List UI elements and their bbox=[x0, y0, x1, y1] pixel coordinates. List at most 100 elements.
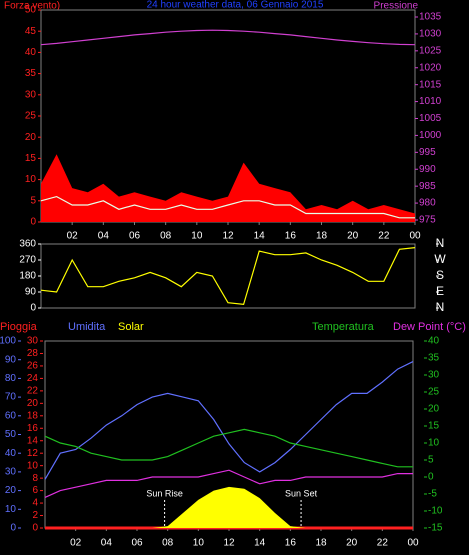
y2-tick-label: -15 bbox=[428, 523, 443, 534]
x-tick-label: 18 bbox=[316, 231, 328, 242]
y2-tick-label: 25 bbox=[428, 387, 440, 398]
y2-tick-label: N bbox=[436, 300, 445, 314]
y3-tick-label: 24 bbox=[27, 373, 39, 384]
x-tick-label: 22 bbox=[378, 231, 390, 242]
x-tick-label: 20 bbox=[346, 538, 358, 549]
y2-tick-label: W bbox=[434, 252, 446, 266]
y-tick-label: 90 bbox=[5, 354, 17, 365]
y-tick-label: 10 bbox=[25, 174, 37, 185]
y-tick-label: 10 bbox=[5, 504, 17, 515]
y2-tick-label: E bbox=[436, 284, 444, 298]
y-tick-label: 80 bbox=[5, 373, 17, 384]
x-tick-label: 06 bbox=[131, 538, 143, 549]
y2-tick-label: -10 bbox=[428, 506, 443, 517]
y-tick-label: 0 bbox=[30, 217, 36, 228]
y3-tick-label: 16 bbox=[27, 423, 39, 434]
y2-tick-label: N bbox=[436, 236, 445, 250]
y-tick-label: 60 bbox=[5, 410, 17, 421]
annotation: Sun Set bbox=[285, 488, 318, 498]
y2-tick-label: 30 bbox=[428, 370, 440, 381]
x-tick-label: 02 bbox=[67, 231, 79, 242]
y3-tick-label: 30 bbox=[27, 336, 39, 347]
y2-tick-label: -5 bbox=[428, 489, 437, 500]
y-tick-label: 30 bbox=[25, 89, 37, 100]
y2-tick-label: 40 bbox=[428, 336, 440, 347]
x-tick-label: 12 bbox=[223, 538, 235, 549]
y2-tick-label: 20 bbox=[428, 404, 440, 415]
x-tick-label: 04 bbox=[98, 231, 110, 242]
y-tick-label: 20 bbox=[25, 132, 37, 143]
series-line bbox=[40, 195, 415, 219]
y2-tick-label: 35 bbox=[428, 353, 440, 364]
chart-title: 24 hour weather data, 06 Gennaio 2015 bbox=[147, 0, 324, 11]
x-tick-label: 18 bbox=[315, 538, 327, 549]
y-tick-label: 100 bbox=[0, 336, 16, 347]
legend-entry: Solar bbox=[118, 321, 144, 333]
y2-tick-label: 10 bbox=[428, 438, 440, 449]
y3-tick-label: 22 bbox=[27, 386, 39, 397]
y3-tick-label: 28 bbox=[27, 348, 39, 359]
y2-tick-label: 980 bbox=[419, 198, 436, 209]
y-tick-label: 0 bbox=[10, 523, 16, 534]
y-tick-label: 70 bbox=[5, 392, 17, 403]
y3-tick-label: 6 bbox=[32, 485, 38, 496]
x-tick-label: 08 bbox=[160, 231, 172, 242]
legend-entry: Umidita bbox=[68, 321, 106, 333]
y-tick-label: 40 bbox=[5, 448, 17, 459]
y-tick-label: 50 bbox=[5, 429, 17, 440]
x-tick-label: 14 bbox=[254, 231, 266, 242]
legend-entry: Dew Point (°C) bbox=[393, 321, 466, 333]
y3-tick-label: 18 bbox=[27, 410, 39, 421]
y3-tick-label: 0 bbox=[32, 523, 38, 534]
y3-tick-label: 20 bbox=[27, 398, 39, 409]
x-tick-label: 04 bbox=[101, 538, 113, 549]
x-tick-label: 06 bbox=[129, 231, 141, 242]
y2-tick-label: 1035 bbox=[419, 12, 442, 23]
y-tick-label: 15 bbox=[25, 153, 37, 164]
y2-tick-label: 990 bbox=[419, 164, 436, 175]
series-line bbox=[40, 247, 416, 306]
x-tick-label: 12 bbox=[222, 231, 234, 242]
y-tick-label: 40 bbox=[25, 47, 37, 58]
y2-tick-label: 1030 bbox=[419, 29, 442, 40]
y2-tick-label: 1015 bbox=[419, 79, 442, 90]
y-tick-label: 30 bbox=[5, 467, 17, 478]
y-tick-label: 270 bbox=[19, 255, 36, 266]
y2-tick-label: 0 bbox=[428, 472, 434, 483]
y2-tick-label: 1020 bbox=[419, 62, 442, 73]
x-tick-label: 02 bbox=[70, 538, 82, 549]
y-tick-label: 180 bbox=[19, 271, 36, 282]
x-tick-label: 10 bbox=[191, 231, 203, 242]
y3-tick-label: 10 bbox=[27, 460, 39, 471]
y3-tick-label: 8 bbox=[32, 473, 38, 484]
series-line bbox=[44, 469, 413, 498]
y-tick-label: 25 bbox=[25, 111, 37, 122]
y-tick-label: 5 bbox=[30, 195, 36, 206]
y-tick-label: 50 bbox=[25, 5, 37, 16]
x-tick-label: 08 bbox=[162, 538, 174, 549]
x-tick-label: 00 bbox=[409, 231, 421, 242]
annotation: Sun Rise bbox=[146, 488, 183, 498]
x-tick-label: 16 bbox=[285, 538, 297, 549]
y2-axis-label: Pressione bbox=[374, 1, 419, 12]
y-tick-label: 45 bbox=[25, 26, 37, 37]
x-tick-label: 20 bbox=[347, 231, 359, 242]
series-line bbox=[40, 29, 416, 46]
y2-tick-label: 1005 bbox=[419, 113, 442, 124]
series-area bbox=[45, 486, 413, 528]
y2-tick-label: 15 bbox=[428, 421, 440, 432]
x-tick-label: 00 bbox=[407, 538, 419, 549]
series-line bbox=[44, 428, 413, 468]
legend-entry: Pioggia bbox=[0, 321, 38, 333]
y-tick-label: 20 bbox=[5, 485, 17, 496]
y3-tick-label: 2 bbox=[32, 510, 38, 521]
y2-tick-label: 985 bbox=[419, 181, 436, 192]
y3-tick-label: 4 bbox=[32, 498, 38, 509]
y-axis-label: Forza vento) bbox=[4, 1, 60, 12]
x-tick-label: 10 bbox=[193, 538, 205, 549]
y3-tick-label: 26 bbox=[27, 361, 39, 372]
series-line bbox=[44, 361, 414, 480]
y2-tick-label: 1025 bbox=[419, 45, 442, 56]
